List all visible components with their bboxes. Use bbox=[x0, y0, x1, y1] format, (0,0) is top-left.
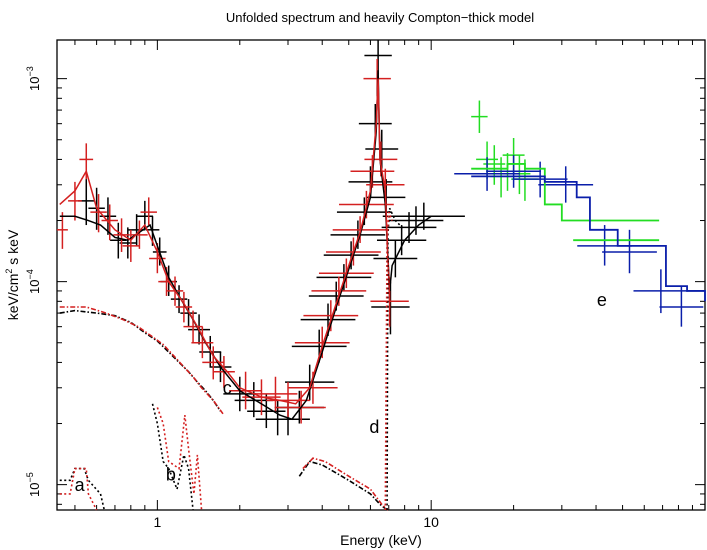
axis-ticks bbox=[57, 40, 706, 510]
series-black-comp-c bbox=[59, 309, 222, 412]
series-blue-data bbox=[454, 155, 704, 327]
axis-tick-labels: 1 10 10−5 10−4 10−3 bbox=[25, 66, 439, 530]
model-line bbox=[59, 70, 432, 421]
x-tick-label-10: 10 bbox=[423, 514, 439, 530]
svg-text:10−5: 10−5 bbox=[25, 472, 42, 497]
series-layer bbox=[56, 40, 706, 511]
series-green-model bbox=[471, 163, 660, 222]
x-tick-label-1: 1 bbox=[153, 514, 161, 530]
component-label-d: d bbox=[369, 417, 379, 437]
component-line bbox=[386, 207, 406, 511]
series-black-model bbox=[59, 70, 432, 421]
y-tick-label-1e-3: 10−3 bbox=[25, 66, 42, 91]
series-red-comp-a bbox=[59, 467, 98, 511]
model-line bbox=[59, 78, 391, 405]
series-blue-model bbox=[471, 175, 706, 302]
component-line bbox=[298, 460, 388, 511]
component-label-c: c bbox=[223, 378, 232, 398]
series-red-data bbox=[56, 58, 409, 424]
series-red-comp-edge bbox=[384, 211, 393, 511]
svg-text:10−3: 10−3 bbox=[25, 66, 42, 91]
chart-title: Unfolded spectrum and heavily Compton−th… bbox=[226, 10, 534, 25]
y-axis-label: keV/cm2 s keV bbox=[4, 229, 21, 320]
series-black-comp-edge bbox=[386, 207, 406, 511]
x-axis-label: Energy (keV) bbox=[340, 532, 422, 548]
component-label-e: e bbox=[597, 290, 607, 310]
component-line bbox=[156, 407, 203, 511]
component-line bbox=[59, 306, 225, 416]
series-red-comp-b bbox=[156, 407, 203, 511]
y-tick-label-1e-5: 10−5 bbox=[25, 472, 42, 497]
model-step-line bbox=[471, 163, 660, 222]
series-green-data bbox=[471, 100, 539, 201]
series-red-model bbox=[59, 78, 391, 405]
component-line bbox=[151, 403, 194, 511]
component-label-a: a bbox=[75, 475, 86, 495]
series-black-comp-d bbox=[298, 460, 388, 511]
model-step-line bbox=[471, 175, 706, 302]
series-red-comp-c bbox=[59, 306, 225, 416]
component-label-b: b bbox=[166, 464, 176, 484]
y-tick-label-1e-4: 10−4 bbox=[25, 269, 42, 294]
component-labels: a b c d e bbox=[75, 290, 607, 495]
series-black-comp-b bbox=[151, 403, 194, 511]
component-line bbox=[59, 309, 222, 412]
component-line bbox=[59, 467, 98, 511]
component-line bbox=[384, 211, 393, 511]
series-red-comp-d bbox=[302, 457, 389, 511]
svg-text:10−4: 10−4 bbox=[25, 269, 42, 294]
component-line bbox=[302, 457, 389, 511]
plot-frame bbox=[56, 39, 706, 511]
